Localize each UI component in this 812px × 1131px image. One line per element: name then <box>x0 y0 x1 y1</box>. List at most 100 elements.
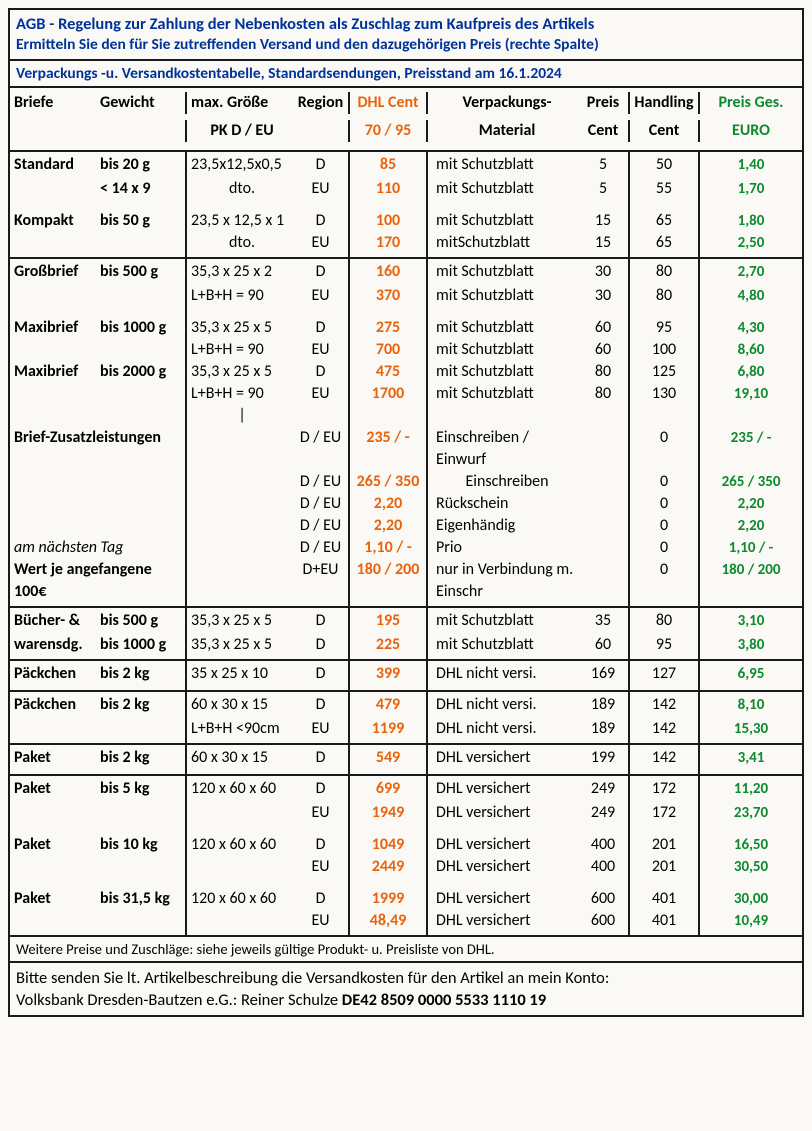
cell: DHL Cent <box>348 92 428 114</box>
footer-note: Weitere Preise und Zuschläge: siehe jewe… <box>10 935 802 961</box>
cell: 201 <box>628 856 698 878</box>
cell: 100 <box>348 210 428 232</box>
cell <box>10 383 100 405</box>
cell <box>100 200 185 210</box>
cell <box>185 878 293 888</box>
cell: bis 2 kg <box>100 692 185 718</box>
cell: < 14 x 9 <box>100 178 185 200</box>
cell: 189 <box>578 718 628 740</box>
cell <box>428 740 578 743</box>
cell: 100 <box>628 339 698 361</box>
cell: 700 <box>348 339 428 361</box>
cell: 401 <box>628 888 698 910</box>
cell: bis 1000 g <box>100 317 185 339</box>
cell <box>428 771 578 774</box>
cell: 8,60 <box>698 339 802 361</box>
footer-bank: Bitte senden Sie lt. Artikelbeschreibung… <box>10 961 802 1016</box>
cell: 401 <box>628 910 698 932</box>
cell: DHL versichert <box>428 802 578 824</box>
cell: Standard <box>10 152 100 178</box>
cell: 142 <box>628 718 698 740</box>
cell: | <box>185 405 293 427</box>
cell: EU <box>293 285 348 307</box>
cell <box>185 493 293 515</box>
table-row: D / EU2,20Rückschein02,20 <box>10 493 802 515</box>
cell: 172 <box>628 802 698 824</box>
cell: 35 <box>578 608 628 634</box>
cell: D / EU <box>293 427 348 471</box>
cell <box>185 603 293 606</box>
cell <box>428 200 578 210</box>
cell <box>100 471 185 493</box>
cell <box>428 824 578 834</box>
cell <box>628 740 698 743</box>
cell: 249 <box>578 776 628 802</box>
cell <box>578 687 628 690</box>
cell: EU <box>293 178 348 200</box>
cell: PK D / EU <box>185 120 293 142</box>
cell: 1199 <box>348 718 428 740</box>
cell: 2,50 <box>698 232 802 254</box>
cell <box>10 285 100 307</box>
cell: 50 <box>628 152 698 178</box>
cell <box>100 802 185 824</box>
cell <box>100 383 185 405</box>
table-row: Standardbis 20 g23,5x12,5x0,5D85mit Schu… <box>10 152 802 178</box>
cell: mit Schutzblatt <box>428 178 578 200</box>
cell: 60 <box>578 317 628 339</box>
cell <box>698 254 802 257</box>
cell <box>628 307 698 317</box>
cell: 600 <box>578 910 628 932</box>
cell: 2,20 <box>698 493 802 515</box>
cell: DHL nicht versi. <box>428 661 578 687</box>
table-header: BriefeGewichtmax. GrößeRegionDHL CentVer… <box>10 88 802 150</box>
cell <box>10 471 100 493</box>
cell: EU <box>293 910 348 932</box>
cell <box>348 932 428 935</box>
cell: 0 <box>628 515 698 537</box>
cell: Handling <box>628 92 698 114</box>
cell: 1,10 / - <box>348 537 428 559</box>
cell <box>185 932 293 935</box>
cell: D <box>293 210 348 232</box>
table-section: Bücher- &bis 500 g35,3 x 25 x 5D195mit S… <box>10 606 802 659</box>
cell: 80 <box>628 259 698 285</box>
table-row: | <box>10 405 802 427</box>
table-row: dto.EU170mitSchutzblatt15652,50 <box>10 232 802 254</box>
cell: mit Schutzblatt <box>428 210 578 232</box>
cell <box>428 603 578 606</box>
cell: 130 <box>628 383 698 405</box>
cell <box>348 740 428 743</box>
cell: 60 <box>578 339 628 361</box>
cell: mit Schutzblatt <box>428 152 578 178</box>
cell: 80 <box>578 383 628 405</box>
cell <box>428 307 578 317</box>
cell: 6,95 <box>698 661 802 687</box>
cell <box>185 824 293 834</box>
cell <box>698 771 802 774</box>
cell <box>578 656 628 659</box>
cell <box>578 771 628 774</box>
cell: D <box>293 776 348 802</box>
cell: Preis Ges. <box>698 92 802 114</box>
cell <box>100 405 185 427</box>
cell: dto. <box>185 178 293 200</box>
cell <box>628 687 698 690</box>
cell <box>293 603 348 606</box>
cell: 225 <box>348 634 428 656</box>
cell <box>100 878 185 888</box>
cell: DHL nicht versi. <box>428 718 578 740</box>
cell <box>628 603 698 606</box>
cell <box>185 427 293 471</box>
cell: 0 <box>628 427 698 471</box>
cell: mit Schutzblatt <box>428 317 578 339</box>
cell: 235 / - <box>348 427 428 471</box>
cell <box>578 537 628 559</box>
cell: Päckchen <box>10 661 100 687</box>
cell <box>100 656 185 659</box>
cell: 5 <box>578 178 628 200</box>
cell <box>10 120 100 142</box>
cell <box>293 254 348 257</box>
cell: 35,3 x 25 x 5 <box>185 317 293 339</box>
cell <box>100 307 185 317</box>
